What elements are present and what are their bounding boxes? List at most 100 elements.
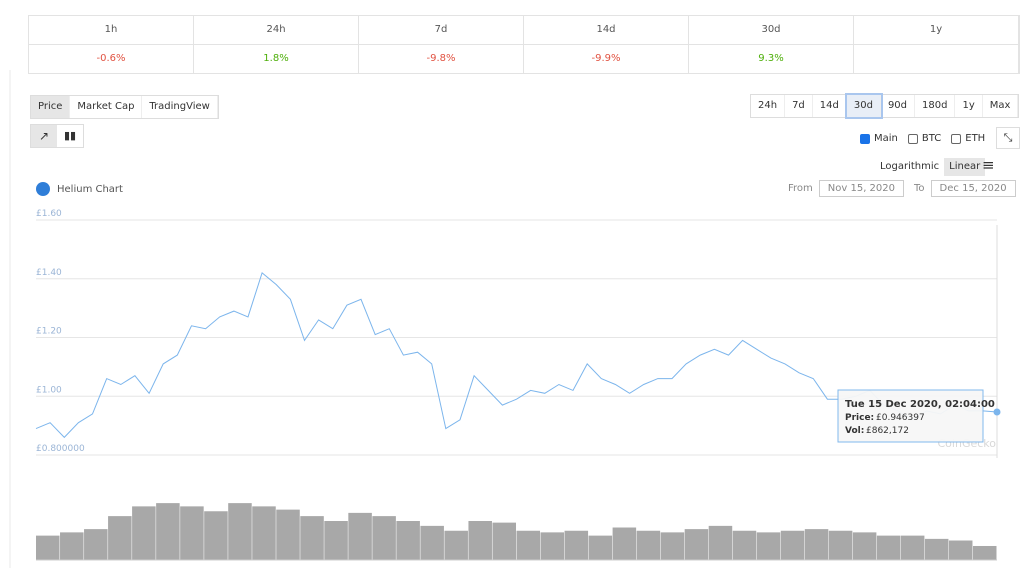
stats-cell — [854, 45, 1019, 73]
coin-icon — [36, 182, 50, 196]
range-button[interactable]: 90d — [881, 95, 916, 117]
volume-bar — [612, 527, 637, 560]
volume-bar — [324, 521, 348, 560]
volume-bar — [108, 516, 132, 560]
toggle-label: Main — [874, 133, 898, 144]
tab[interactable]: Market Cap — [70, 96, 143, 118]
volume-bar — [420, 525, 444, 560]
stats-change: -9.8% — [359, 45, 524, 73]
volume-bar — [468, 521, 492, 560]
volume-bar — [132, 506, 156, 560]
volume-bar — [684, 529, 709, 560]
stats-header: 1h — [29, 16, 194, 45]
volume-bar — [516, 530, 541, 560]
range-button[interactable]: 14d — [813, 95, 847, 117]
line-type-button[interactable]: ↗ — [31, 125, 57, 147]
to-label: To — [914, 183, 925, 194]
volume-bar — [276, 509, 300, 560]
candle-type-button[interactable]: ▮▮ — [63, 129, 77, 142]
volume-bar — [84, 529, 108, 560]
volume-bar — [780, 530, 805, 560]
range-group: 24h 7d 14d 30d 90d 180d 1y Max — [750, 93, 1020, 119]
chart-heading: Helium Chart — [36, 182, 123, 196]
volume-bar — [900, 535, 925, 560]
stats-header: 7d — [359, 16, 524, 45]
checkbox[interactable] — [951, 133, 962, 144]
volume-bar — [204, 511, 228, 560]
y-tick-label: £1.00 — [36, 385, 62, 395]
stats-header: 14d — [524, 16, 689, 45]
volume-bar — [180, 506, 204, 560]
chart-type-group: ↗ ▮▮ — [30, 124, 84, 148]
hover-point — [993, 408, 1001, 416]
y-tick-label: £1.20 — [36, 327, 62, 337]
volume-bar — [300, 516, 324, 560]
toggle-group: Main BTC ETH — [850, 133, 985, 144]
tooltip-vol-label: Vol: — [845, 426, 864, 436]
volume-bar — [540, 532, 565, 560]
volume-bar — [372, 516, 396, 560]
volume-bar — [156, 503, 180, 560]
series-toggle[interactable]: BTC — [907, 133, 942, 144]
tooltip-vol: £862,172 — [866, 426, 909, 436]
tooltip-price-label: Price: — [845, 413, 874, 423]
range-button[interactable]: 24h — [751, 95, 786, 117]
volume-bar — [252, 506, 276, 560]
toggle-label: BTC — [921, 133, 942, 144]
range-button[interactable]: 30d — [844, 93, 883, 119]
scale-group: Logarithmic Linear — [875, 158, 986, 176]
y-tick-label: £1.60 — [36, 209, 62, 219]
scale-option[interactable]: Linear — [944, 158, 986, 176]
volume-bar — [36, 535, 60, 560]
volume-bar — [924, 538, 949, 560]
tooltip-date: Tue 15 Dec 2020, 02:04:00 — [845, 399, 995, 410]
tab[interactable]: Price — [31, 96, 71, 118]
range-button[interactable]: 180d — [915, 95, 956, 117]
stats-header: 24h — [194, 16, 359, 45]
from-label: From — [788, 183, 813, 194]
volume-bar — [852, 532, 877, 560]
stats-header: 1y — [854, 16, 1019, 45]
volume-bar — [828, 530, 853, 560]
y-tick-label: £1.40 — [36, 268, 62, 278]
series-toggle[interactable]: Main — [860, 133, 898, 144]
tooltip-box — [837, 389, 984, 443]
scale-option[interactable]: Logarithmic — [880, 161, 940, 172]
volume-bar — [60, 532, 84, 560]
price-line — [35, 272, 998, 439]
volume-bar — [396, 521, 420, 560]
chart-title: Helium Chart — [57, 183, 123, 195]
volume-bar — [876, 535, 901, 560]
checkbox[interactable] — [860, 133, 870, 144]
stats-change: -9.9% — [524, 45, 689, 73]
volume-bar — [948, 540, 973, 560]
toggle-label: ETH — [965, 133, 986, 144]
stats-table: 1h 24h 7d 14d 30d 1y -0.6% 1.8% -9.8% -9.9% 9.3% — [28, 15, 1020, 74]
y-tick-label: £0.800000 — [36, 444, 85, 454]
volume-bar — [660, 532, 685, 560]
volume-bar — [348, 512, 372, 560]
stats-change: 9.3% — [689, 45, 854, 73]
volume-bar — [588, 535, 613, 560]
volume-bar — [444, 530, 468, 560]
tab[interactable]: TradingView — [142, 96, 218, 118]
volume-bar — [804, 529, 829, 560]
volume-bar — [732, 530, 757, 560]
from-input[interactable]: Nov 15, 2020 — [818, 180, 905, 197]
tooltip-price: £0.946397 — [876, 413, 925, 423]
checkbox[interactable] — [907, 133, 918, 144]
series-toggle[interactable]: ETH — [951, 133, 985, 144]
fullscreen-button[interactable]: ⤡ — [996, 127, 1020, 149]
range-button[interactable]: 1y — [955, 95, 983, 117]
to-input[interactable]: Dec 15, 2020 — [930, 180, 1016, 197]
menu-button[interactable]: ≡ — [982, 156, 995, 174]
range-button[interactable]: Max — [983, 95, 1019, 117]
range-button[interactable]: 7d — [785, 95, 813, 117]
volume-bar — [972, 545, 997, 560]
volume-bar — [636, 530, 661, 560]
volume-bar — [228, 503, 252, 560]
stats-change: -0.6% — [29, 45, 194, 73]
volume-bar — [756, 532, 781, 560]
